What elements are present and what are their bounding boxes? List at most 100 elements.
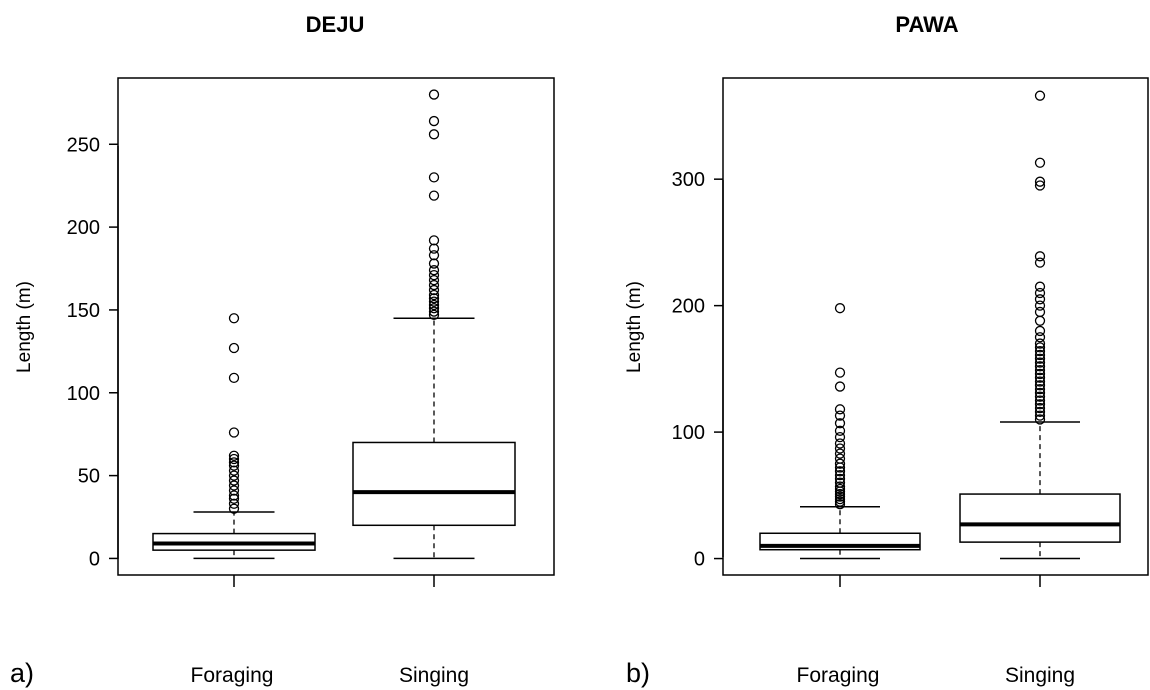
- outlier-point: [428, 129, 440, 140]
- outlier-point: [228, 475, 240, 486]
- y-tick-label: 100: [67, 383, 100, 405]
- outlier-point: [228, 498, 240, 509]
- outlier-point: [428, 274, 440, 286]
- outlier-point: [1034, 406, 1046, 418]
- outlier-point: [1034, 338, 1046, 349]
- outlier-point: [428, 258, 440, 269]
- outlier-point: [834, 381, 846, 392]
- outlier-point: [1034, 306, 1046, 318]
- outlier-point: [428, 243, 440, 254]
- outlier-point: [228, 493, 240, 504]
- outlier-point: [834, 483, 846, 495]
- outlier-point: [834, 453, 846, 464]
- outlier-point: [428, 172, 440, 183]
- outlier-point: [1034, 287, 1046, 299]
- outlier-point: [228, 480, 240, 491]
- y-axis-label: Length (m): [14, 281, 35, 373]
- y-axis-label: Length (m): [624, 281, 645, 373]
- outlier-point: [428, 289, 440, 301]
- outlier-point: [834, 303, 846, 314]
- outlier-point: [228, 460, 240, 471]
- outlier-point: [228, 457, 240, 468]
- x-ticks: [233, 575, 435, 587]
- outlier-point: [428, 265, 440, 276]
- outlier-point: [1034, 90, 1046, 101]
- outlier-point: [1034, 399, 1046, 410]
- panel-pawa: PAWA Length (m) 0 100 200 300 Foraging Sing…: [624, 12, 1149, 688]
- outlier-point: [1034, 383, 1046, 395]
- outlier-point: [834, 469, 846, 481]
- panel-title: PAWA: [895, 12, 958, 37]
- y-tick-label: 0: [694, 549, 705, 571]
- outlier-point: [834, 367, 846, 378]
- outlier-point: [228, 313, 240, 324]
- outlier-point: [1034, 402, 1046, 414]
- outlier-point: [1034, 357, 1046, 368]
- x-tick-label-foraging: Foraging: [797, 664, 880, 687]
- y-tick-label: 250: [67, 134, 100, 156]
- outlier-point: [1034, 257, 1046, 268]
- panel-letter: a): [10, 658, 34, 688]
- outlier-point: [228, 503, 240, 514]
- outlier-point: [1034, 414, 1046, 425]
- panel-title: DEJU: [306, 12, 365, 37]
- outlier-point: [1034, 364, 1046, 376]
- outlier-point: [428, 284, 440, 296]
- boxplots: [759, 90, 1121, 560]
- outlier-point: [834, 493, 846, 505]
- panel-deju: DEJU Length (m) 0 50 100 150 200 250 Foraging…: [10, 12, 555, 688]
- outlier-point: [428, 115, 440, 127]
- outlier-point: [428, 303, 440, 314]
- y-tick-label: 200: [67, 217, 100, 239]
- outlier-point: [1034, 372, 1046, 383]
- outlier-point: [834, 404, 846, 415]
- y-tick-label: 50: [78, 466, 100, 488]
- outlier-point: [834, 425, 846, 436]
- outlier-point: [1034, 395, 1046, 406]
- outlier-point: [1034, 387, 1046, 399]
- outlier-point: [228, 465, 240, 476]
- outlier-point: [428, 235, 440, 246]
- outlier-point: [1034, 361, 1046, 372]
- y-ticks: 0 50 100 150 200 250: [67, 134, 118, 570]
- boxplots: [152, 89, 516, 560]
- outlier-point: [228, 342, 240, 354]
- outlier-point: [1034, 349, 1046, 361]
- outlier-point: [834, 448, 846, 459]
- outlier-point: [228, 490, 240, 501]
- y-tick-label: 100: [672, 422, 705, 444]
- outlier-point: [834, 491, 846, 502]
- outlier-point: [428, 306, 440, 317]
- outlier-point: [1034, 410, 1046, 421]
- outlier-point: [1034, 391, 1046, 402]
- outlier-point: [428, 293, 440, 304]
- outlier-point: [228, 485, 240, 496]
- outlier-point: [1034, 325, 1046, 337]
- y-tick-label: 150: [67, 300, 100, 322]
- outlier-point: [834, 418, 846, 429]
- outlier-point: [228, 470, 240, 481]
- outlier-point: [1034, 368, 1046, 380]
- outlier-point: [834, 466, 846, 477]
- outlier-point: [1034, 346, 1046, 357]
- outlier-point: [428, 190, 440, 201]
- panel-letter: b): [626, 658, 650, 688]
- outlier-point: [834, 410, 846, 421]
- x-tick-label-singing: Singing: [1005, 664, 1075, 687]
- outlier-point: [1034, 176, 1046, 187]
- outlier-point: [428, 89, 440, 100]
- outlier-point: [834, 458, 846, 469]
- outlier-point: [834, 477, 846, 488]
- outlier-point: [834, 443, 846, 454]
- outlier-point: [428, 269, 440, 281]
- outlier-point: [834, 473, 846, 485]
- outlier-point: [1034, 353, 1046, 364]
- outlier-point: [1034, 376, 1046, 387]
- outlier-point: [428, 299, 440, 311]
- x-ticks: [839, 575, 1041, 587]
- outlier-point: [1034, 294, 1046, 305]
- box-singing: [352, 441, 516, 527]
- outlier-point: [428, 250, 440, 261]
- outlier-point: [1034, 157, 1046, 168]
- outlier-point: [834, 499, 846, 510]
